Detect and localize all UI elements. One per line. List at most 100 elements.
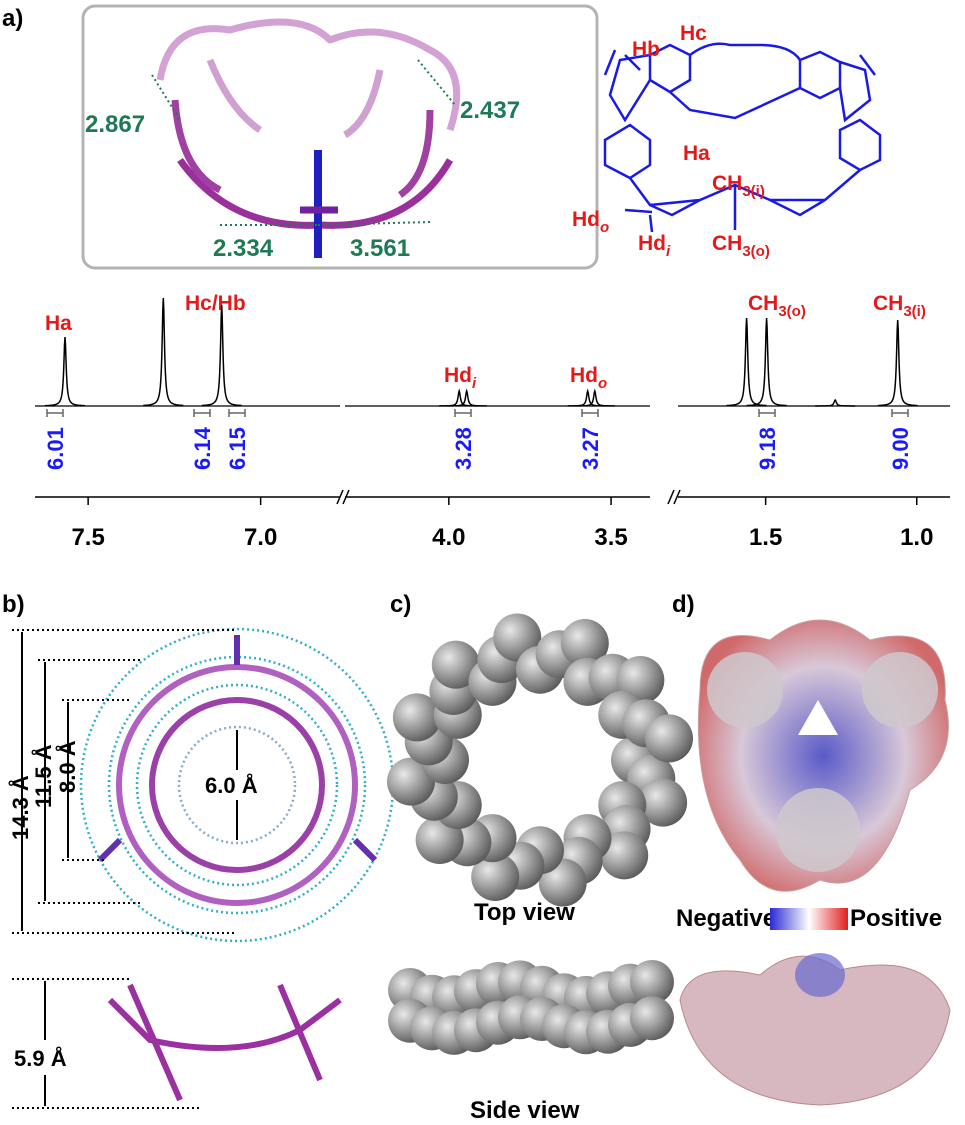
peak xyxy=(726,317,767,407)
peak xyxy=(746,317,787,407)
atom-label: Hb xyxy=(632,38,660,61)
view-label: Side view xyxy=(470,1097,580,1124)
label-main: CH xyxy=(748,292,778,315)
distance: 3.561 xyxy=(350,235,410,262)
peak xyxy=(201,304,242,407)
label-sub: 3(i) xyxy=(742,183,765,200)
label-main: CH xyxy=(873,292,903,315)
dimension: 5.9 Å xyxy=(14,1045,67,1071)
integral: 3.28 xyxy=(451,427,476,470)
integral-bracket xyxy=(228,409,246,417)
atom-sphere xyxy=(471,852,520,901)
atom-sphere xyxy=(630,996,674,1041)
peak xyxy=(439,388,480,407)
atom-sphere xyxy=(392,693,441,742)
atom-sphere xyxy=(639,778,688,827)
space-fill-side xyxy=(388,960,674,1055)
label-main: Hd xyxy=(570,364,598,387)
peak-label: Hdo xyxy=(570,364,607,392)
panel-label: d) xyxy=(672,591,695,618)
dimension: 6.0 Å xyxy=(205,772,258,798)
panel-label: b) xyxy=(2,591,25,618)
x-tick-label: 7.5 xyxy=(71,524,104,551)
distance: 2.334 xyxy=(213,235,274,262)
integral-bracket xyxy=(758,409,776,417)
atom-sphere xyxy=(431,640,480,689)
integral: 9.18 xyxy=(755,427,780,470)
label-main: CH xyxy=(712,232,742,255)
peak xyxy=(44,336,86,407)
integral: 6.01 xyxy=(43,427,68,470)
integral: 3.27 xyxy=(578,427,603,470)
peak xyxy=(567,388,608,407)
frame xyxy=(81,4,599,270)
atom-sphere xyxy=(645,714,694,763)
peak-label: Ha xyxy=(45,312,72,335)
atom-sphere xyxy=(560,619,609,668)
axis-break xyxy=(336,489,681,505)
atom-label: CH3(o) xyxy=(712,232,770,260)
integral-bracket xyxy=(454,409,472,417)
cavity xyxy=(510,720,570,780)
peak-label: Hdi xyxy=(444,364,477,392)
esp-side xyxy=(679,953,951,1106)
atom-label: Ha xyxy=(683,142,710,165)
atom-label: Hc xyxy=(680,22,707,45)
integral: 6.15 xyxy=(225,427,250,470)
integral: 9.00 xyxy=(888,427,913,470)
integral-bracket xyxy=(581,409,599,417)
atom-sphere xyxy=(630,960,674,1005)
dimension-lines xyxy=(12,629,238,1109)
view-label: Top view xyxy=(474,899,575,926)
x-tick-label: 7.0 xyxy=(244,524,277,551)
label-sub: 3(o) xyxy=(778,303,806,320)
panel-label: a) xyxy=(2,5,23,32)
label-main: CH xyxy=(712,172,742,195)
panel-label: c) xyxy=(390,591,411,618)
peak-label: CH3(o) xyxy=(748,292,806,320)
x-tick-label: 1.5 xyxy=(749,524,782,551)
peak xyxy=(143,297,184,407)
dimension: 8.0 Å xyxy=(54,740,80,793)
distance: 2.867 xyxy=(85,111,145,138)
label-sub: i xyxy=(666,243,671,260)
peak xyxy=(815,398,856,407)
bowl-model xyxy=(156,18,461,258)
integral-bracket xyxy=(193,409,211,417)
peak xyxy=(877,319,918,407)
peak-label: Hc/Hb xyxy=(185,292,246,315)
x-tick-label: 3.5 xyxy=(594,524,627,551)
label-sub: 3(o) xyxy=(742,243,770,260)
color-scale xyxy=(770,908,848,930)
side-model xyxy=(107,983,342,1102)
peak xyxy=(446,388,487,407)
integral-bracket xyxy=(891,409,909,417)
peak-label: CH3(i) xyxy=(873,292,926,320)
scale-label: Positive xyxy=(850,905,942,932)
distance-lines xyxy=(151,59,456,226)
scale-label: Negative xyxy=(676,905,776,932)
spectrum: 7.5 7.0 4.0 3.5 1.5 1.0 6.01 6.14 6.15 3.28 3.27 9.… xyxy=(35,297,950,551)
integral: 6.14 xyxy=(190,426,215,470)
label-sub: 3(i) xyxy=(903,303,926,320)
label-main: Hd xyxy=(444,364,472,387)
label-sub: i xyxy=(472,375,477,392)
integral-bracket xyxy=(46,409,64,417)
label-sub: o xyxy=(598,375,607,392)
structure xyxy=(603,42,882,233)
x-tick-label: 1.0 xyxy=(900,524,933,551)
atom-label: Hdo xyxy=(572,208,609,236)
atom-sphere xyxy=(600,831,649,880)
atom-label: Hdi xyxy=(638,232,671,260)
dimension: 11.5 Å xyxy=(30,744,56,808)
ring-model xyxy=(97,635,378,906)
distance: 2.437 xyxy=(460,97,520,124)
dimension: 14.3 Å xyxy=(7,775,33,840)
peak xyxy=(574,388,615,407)
space-fill-top xyxy=(386,613,694,907)
atom-label: CH3(i) xyxy=(712,172,765,200)
label-main: Hd xyxy=(638,232,666,255)
x-tick-label: 4.0 xyxy=(432,524,465,551)
label-main: Hd xyxy=(572,208,600,231)
